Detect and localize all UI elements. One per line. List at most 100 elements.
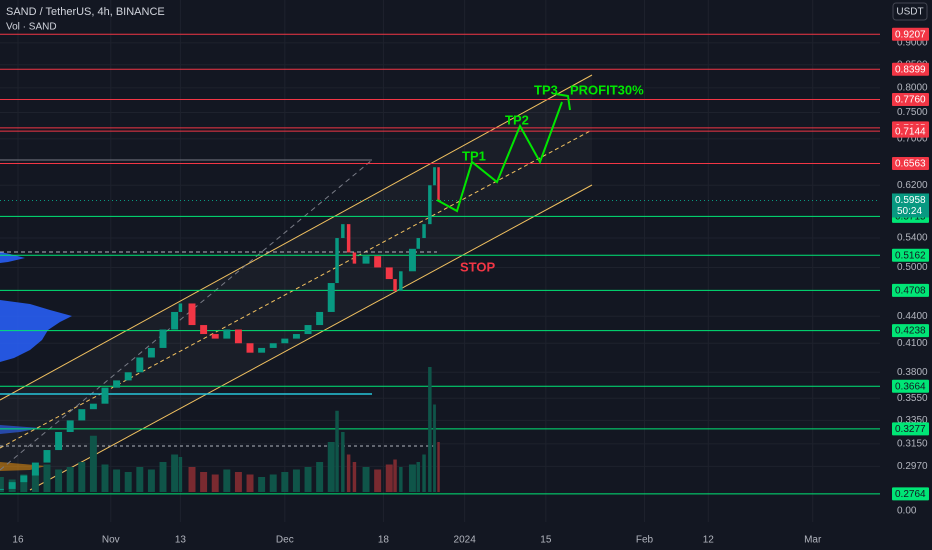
candle bbox=[8, 482, 16, 489]
candle bbox=[269, 343, 277, 348]
candle bbox=[292, 334, 300, 339]
annotation: TP3 bbox=[534, 82, 558, 97]
volume-bar bbox=[200, 472, 208, 492]
x-tick-label: 2024 bbox=[454, 535, 477, 546]
price-tag-label: 0.7144 bbox=[895, 126, 926, 137]
candle bbox=[55, 431, 63, 451]
volume-bar bbox=[101, 464, 109, 492]
x-tick-label: 12 bbox=[703, 535, 715, 546]
y-tick-label: 0.3150 bbox=[897, 439, 928, 450]
price-tag bbox=[892, 62, 929, 76]
volume-bar bbox=[362, 467, 370, 492]
candle bbox=[335, 238, 339, 284]
price-axis bbox=[880, 0, 932, 550]
volume-bar bbox=[211, 474, 219, 492]
candle bbox=[89, 403, 97, 410]
volume-bar bbox=[223, 469, 231, 492]
candle bbox=[246, 343, 254, 353]
x-tick-label: 18 bbox=[378, 535, 390, 546]
y-tick-label: 0.8000 bbox=[897, 83, 928, 94]
price-tag bbox=[892, 379, 929, 393]
price-tag bbox=[892, 487, 929, 501]
currency-label[interactable]: USDT bbox=[896, 7, 923, 18]
subtitle: Vol · SAND bbox=[6, 22, 57, 33]
price-tag bbox=[892, 283, 929, 297]
price-tag bbox=[892, 324, 929, 338]
y-tick-label: 0.3550 bbox=[897, 393, 928, 404]
y-tick-label: 0.6200 bbox=[897, 180, 928, 191]
price-tag bbox=[892, 422, 929, 436]
candle bbox=[20, 475, 28, 483]
projection-path bbox=[436, 93, 571, 213]
volume-bar bbox=[385, 464, 393, 492]
volume-bar bbox=[304, 467, 312, 492]
price-tag bbox=[892, 93, 929, 107]
countdown: 50:24 bbox=[897, 206, 922, 217]
channel-drawing bbox=[0, 74, 593, 491]
y-tick-label: 0.4100 bbox=[897, 338, 928, 349]
volume-bar bbox=[31, 472, 39, 492]
x-tick-label: Dec bbox=[276, 535, 294, 546]
candle bbox=[136, 357, 144, 373]
candle bbox=[385, 267, 393, 280]
x-tick-label: 16 bbox=[12, 535, 24, 546]
y-tick-label: 0.2970 bbox=[897, 461, 928, 472]
volume-bar bbox=[124, 472, 132, 492]
candle bbox=[43, 450, 51, 463]
volume-bar bbox=[327, 442, 335, 492]
candle bbox=[374, 256, 382, 268]
candle bbox=[316, 311, 324, 326]
candle bbox=[304, 325, 312, 335]
levels bbox=[0, 33, 880, 495]
volume-bar bbox=[66, 467, 74, 492]
grid bbox=[0, 0, 880, 522]
volume-bar bbox=[341, 432, 345, 492]
candle bbox=[78, 409, 86, 421]
candles bbox=[0, 167, 440, 490]
candle bbox=[433, 167, 436, 186]
volume-bar bbox=[335, 410, 339, 492]
volume-bar bbox=[433, 404, 436, 492]
price-tag bbox=[892, 157, 929, 171]
x-tick-label: Feb bbox=[636, 535, 654, 546]
candle bbox=[211, 334, 219, 339]
candle bbox=[0, 488, 4, 490]
volume-bar bbox=[422, 454, 426, 492]
volume-bar bbox=[428, 367, 432, 492]
candle bbox=[101, 387, 109, 404]
volume-bar bbox=[246, 474, 254, 492]
x-tick-label: Mar bbox=[804, 535, 822, 546]
annotation: STOP bbox=[460, 259, 495, 274]
volume-bar bbox=[234, 472, 242, 492]
candle bbox=[281, 338, 289, 344]
candle bbox=[31, 462, 39, 476]
y-tick-label: 0.3350 bbox=[897, 415, 928, 426]
volume-bar bbox=[159, 462, 167, 492]
price-tag-label: 0.6563 bbox=[895, 159, 926, 170]
y-tick-label: 0.5000 bbox=[897, 262, 928, 273]
candle bbox=[159, 329, 167, 348]
candle bbox=[416, 238, 420, 249]
candle bbox=[341, 224, 345, 239]
y-tick-label: 0.3800 bbox=[897, 367, 928, 378]
volume-bar bbox=[393, 459, 397, 492]
volume-bar bbox=[408, 464, 416, 492]
candle bbox=[66, 420, 74, 432]
price-tag-label: 0.2764 bbox=[895, 489, 926, 500]
y-tick-label: 0.9000 bbox=[897, 38, 928, 49]
price-tag bbox=[892, 124, 929, 138]
y-tick-label: 0.7000 bbox=[897, 134, 928, 145]
volume-bar bbox=[171, 454, 179, 492]
currency-button[interactable] bbox=[892, 2, 928, 21]
candle bbox=[399, 271, 403, 292]
candle bbox=[147, 347, 155, 358]
annotation: TP2 bbox=[505, 112, 529, 127]
candle bbox=[408, 248, 416, 272]
price-tag-label: 0.3277 bbox=[895, 424, 926, 435]
volume-bar bbox=[136, 467, 144, 492]
y-tick-label: 0.5400 bbox=[897, 233, 928, 244]
candle bbox=[393, 279, 397, 292]
annotation: PROFIT30% bbox=[570, 82, 644, 97]
candle bbox=[362, 256, 370, 264]
price-tag-label: 0.8399 bbox=[895, 64, 926, 75]
